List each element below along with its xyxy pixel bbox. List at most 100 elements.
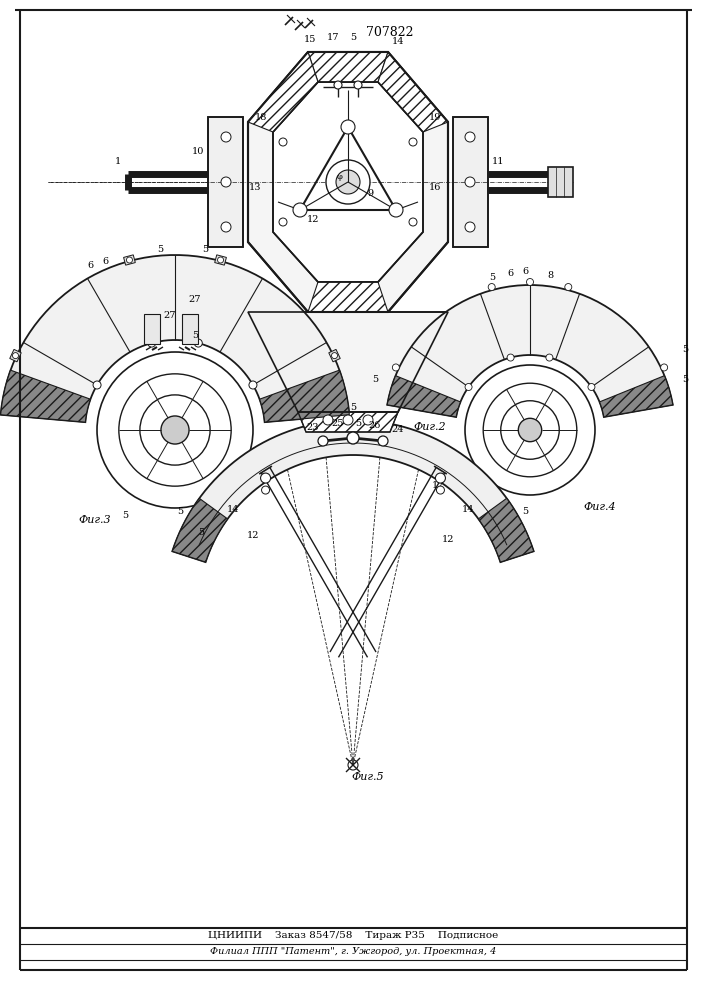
Circle shape	[93, 381, 101, 389]
Circle shape	[465, 222, 475, 232]
Text: 27: 27	[189, 296, 201, 304]
Circle shape	[341, 120, 355, 134]
Text: 5: 5	[192, 330, 198, 340]
Circle shape	[409, 218, 417, 226]
Circle shape	[389, 203, 403, 217]
Circle shape	[161, 416, 189, 444]
Circle shape	[323, 415, 333, 425]
Circle shape	[13, 353, 18, 359]
Polygon shape	[124, 255, 135, 265]
Circle shape	[354, 81, 362, 89]
Text: 27: 27	[164, 310, 176, 320]
Polygon shape	[182, 314, 198, 344]
Text: 16: 16	[429, 182, 441, 192]
Text: 15: 15	[304, 35, 316, 44]
Text: 5: 5	[350, 403, 356, 412]
Circle shape	[436, 486, 445, 494]
Polygon shape	[387, 285, 673, 417]
Text: 5: 5	[522, 508, 529, 516]
Polygon shape	[259, 370, 349, 422]
Polygon shape	[548, 167, 573, 197]
Polygon shape	[308, 282, 388, 312]
Text: 26: 26	[369, 420, 381, 430]
Circle shape	[343, 415, 353, 425]
Circle shape	[483, 383, 577, 477]
Text: 5: 5	[682, 375, 688, 384]
Circle shape	[409, 138, 417, 146]
Text: 23: 23	[307, 424, 320, 432]
Circle shape	[518, 418, 542, 442]
Circle shape	[588, 383, 595, 390]
Text: 25: 25	[332, 418, 344, 428]
Text: Фиг.2: Фиг.2	[414, 422, 446, 432]
Circle shape	[140, 395, 210, 465]
Text: Фиг.5: Фиг.5	[351, 772, 385, 782]
Circle shape	[261, 473, 271, 483]
Text: Фиг.4: Фиг.4	[584, 502, 617, 512]
Circle shape	[97, 352, 253, 508]
Circle shape	[221, 222, 231, 232]
Text: 19: 19	[429, 112, 441, 121]
Polygon shape	[479, 498, 534, 562]
Circle shape	[507, 354, 514, 361]
Text: 6: 6	[87, 260, 93, 269]
Text: 10: 10	[192, 147, 204, 156]
Text: 18: 18	[255, 112, 267, 121]
Text: 5: 5	[350, 32, 356, 41]
Circle shape	[363, 415, 373, 425]
Text: 5: 5	[355, 418, 361, 428]
Circle shape	[249, 381, 257, 389]
Polygon shape	[329, 349, 340, 362]
Polygon shape	[298, 412, 398, 432]
Text: 17: 17	[327, 32, 339, 41]
Circle shape	[436, 473, 445, 483]
Circle shape	[392, 364, 399, 371]
Circle shape	[334, 81, 342, 89]
Text: 5: 5	[177, 508, 184, 516]
Circle shape	[279, 138, 287, 146]
Circle shape	[527, 278, 534, 286]
Circle shape	[336, 170, 360, 194]
Text: ЦНИИПИ    Заказ 8547/58    Тираж Р35    Подписное: ЦНИИПИ Заказ 8547/58 Тираж Р35 Подписное	[208, 932, 498, 940]
Circle shape	[194, 339, 202, 347]
Polygon shape	[208, 117, 243, 247]
Circle shape	[378, 436, 388, 446]
Circle shape	[221, 132, 231, 142]
Circle shape	[262, 486, 269, 494]
Circle shape	[489, 284, 495, 291]
Circle shape	[148, 339, 156, 347]
Circle shape	[565, 284, 572, 291]
Text: Филиал ППП "Патент", г. Ужгород, ул. Проектная, 4: Филиал ППП "Патент", г. Ужгород, ул. Про…	[210, 948, 496, 956]
Polygon shape	[10, 349, 21, 362]
Polygon shape	[378, 52, 448, 132]
Polygon shape	[1, 255, 349, 422]
Circle shape	[465, 132, 475, 142]
Text: 5: 5	[489, 272, 495, 282]
Polygon shape	[308, 52, 388, 82]
Polygon shape	[273, 82, 423, 282]
Text: 14: 14	[227, 506, 239, 514]
Text: 13: 13	[249, 182, 262, 192]
Text: 9: 9	[367, 190, 373, 198]
Text: 11: 11	[492, 157, 504, 166]
Text: 24: 24	[392, 426, 404, 434]
Circle shape	[660, 364, 667, 371]
Text: 6: 6	[522, 266, 528, 275]
Text: 5: 5	[372, 375, 378, 384]
Circle shape	[465, 383, 472, 390]
Text: 5: 5	[157, 245, 163, 254]
Text: 14: 14	[462, 506, 474, 514]
Text: 6: 6	[507, 268, 513, 277]
Circle shape	[119, 374, 231, 486]
Polygon shape	[173, 498, 228, 562]
Polygon shape	[144, 314, 160, 344]
Polygon shape	[600, 376, 673, 417]
Circle shape	[501, 401, 559, 459]
Polygon shape	[387, 376, 460, 417]
Text: 12: 12	[307, 216, 320, 225]
Text: 17: 17	[432, 481, 444, 489]
Circle shape	[127, 257, 132, 263]
Text: Фиг.3: Фиг.3	[78, 515, 111, 525]
Polygon shape	[453, 117, 488, 247]
Circle shape	[221, 177, 231, 187]
